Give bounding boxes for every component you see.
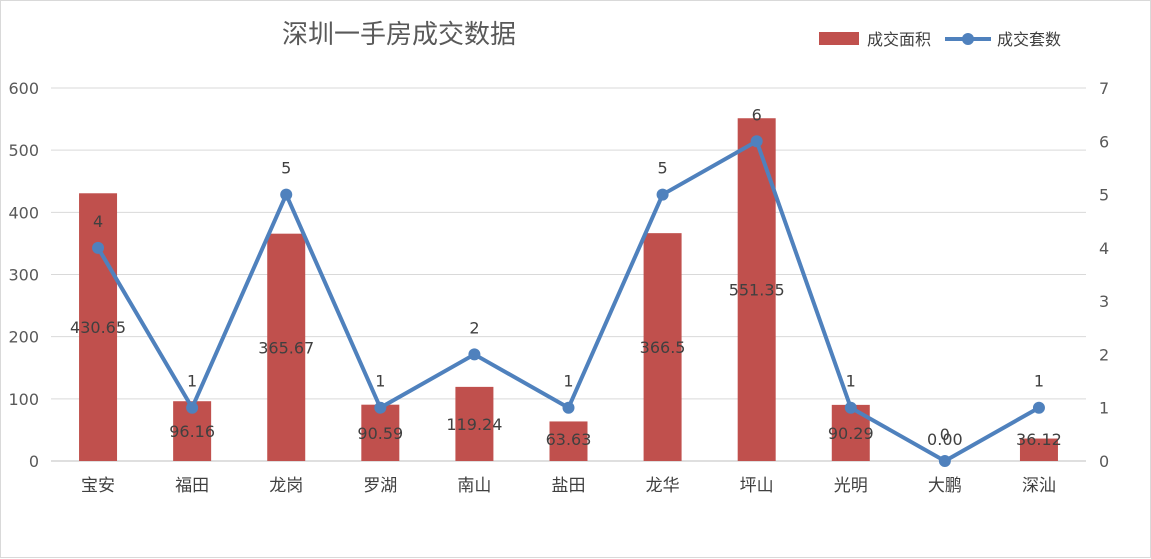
bar [549, 421, 588, 461]
line-data-label: 6 [752, 105, 762, 124]
left-tick-label: 500 [8, 141, 39, 160]
category-label: 南山 [457, 476, 491, 496]
right-tick-label: 3 [1099, 292, 1109, 311]
category-label: 坪山 [740, 476, 774, 496]
line-point [92, 241, 105, 254]
bar [361, 404, 400, 461]
left-tick-label: 0 [29, 452, 39, 471]
line-point [374, 401, 387, 414]
category-label: 光明 [834, 476, 868, 496]
right-tick-label: 1 [1099, 399, 1109, 418]
chart-title: 深圳一手房成交数据 [282, 20, 516, 50]
line-data-label: 1 [563, 372, 573, 391]
category-label: 福田 [175, 476, 209, 496]
category-label: 盐田 [552, 476, 586, 496]
legend-label-area: 成交面积 [867, 30, 931, 49]
line-point [844, 401, 857, 414]
left-axis: 0 100 200 300 400 500 600 [8, 79, 39, 471]
line-point [280, 188, 293, 201]
category-label: 宝安 [81, 476, 115, 496]
bar [643, 233, 682, 461]
bar-series [79, 118, 1058, 462]
right-tick-label: 6 [1099, 132, 1109, 151]
category-label: 罗湖 [363, 476, 397, 496]
legend-marker-count [962, 33, 974, 45]
bar [455, 386, 494, 461]
line-point [750, 135, 763, 148]
bar-data-label: 551.35 [729, 281, 785, 300]
legend: 成交面积 成交套数 [819, 30, 1061, 49]
bar [1019, 438, 1058, 461]
category-label: 龙岗 [269, 476, 303, 496]
legend-swatch-area [819, 32, 859, 45]
right-tick-label: 5 [1099, 186, 1109, 205]
line-data-label: 1 [375, 372, 385, 391]
right-axis: 0 1 2 3 4 5 6 7 [1099, 79, 1109, 471]
category-label: 深汕 [1022, 476, 1056, 496]
category-label: 大鹏 [928, 476, 962, 496]
line-point [1032, 401, 1045, 414]
line-point [562, 401, 575, 414]
line-data-label: 1 [846, 372, 856, 391]
left-tick-label: 400 [8, 203, 39, 222]
line-point [468, 348, 481, 361]
bar-data-label: 365.67 [258, 338, 314, 357]
line-data-label: 1 [187, 372, 197, 391]
line-point [938, 455, 951, 467]
bar-data-label: 90.59 [357, 424, 403, 443]
right-tick-label: 7 [1099, 79, 1109, 98]
category-label: 龙华 [646, 476, 680, 496]
bar-data-label: 90.29 [828, 424, 874, 443]
category-axis: 宝安 福田 龙岗 罗湖 南山 盐田 龙华 坪山 光明 大鹏 深汕 [81, 476, 1056, 496]
line-data-label: 4 [93, 212, 103, 231]
bar-data-label: 96.16 [169, 422, 215, 441]
right-tick-label: 4 [1099, 239, 1109, 258]
line-point [656, 188, 669, 201]
line-data-label: 2 [469, 318, 479, 337]
line-data-label: 5 [281, 159, 291, 178]
left-tick-label: 600 [8, 79, 39, 98]
bar-data-label: 0.00 [927, 430, 963, 449]
bar-data-labels: 430.65 96.16 365.67 90.59 119.24 63.63 366.5 55… [70, 281, 1062, 449]
bar-data-label: 430.65 [70, 318, 126, 337]
legend-label-count: 成交套数 [997, 30, 1061, 49]
left-tick-label: 300 [8, 266, 39, 285]
bar-data-label: 36.12 [1016, 430, 1062, 449]
left-tick-label: 100 [8, 390, 39, 409]
bar-data-label: 119.24 [446, 415, 502, 434]
line-series [92, 135, 1045, 467]
line-data-label: 1 [1034, 372, 1044, 391]
bar [79, 193, 118, 462]
line-data-labels: 4 1 5 1 2 1 5 6 1 0 1 [93, 105, 1044, 444]
line-data-label: 5 [657, 159, 667, 178]
right-tick-label: 2 [1099, 345, 1109, 364]
bar [267, 233, 306, 461]
bar-data-label: 63.63 [546, 430, 592, 449]
bar-data-label: 366.5 [640, 338, 686, 357]
line-data-label: 0 [940, 425, 950, 444]
left-tick-label: 200 [8, 328, 39, 347]
right-tick-label: 0 [1099, 452, 1109, 471]
line-point [186, 401, 199, 414]
